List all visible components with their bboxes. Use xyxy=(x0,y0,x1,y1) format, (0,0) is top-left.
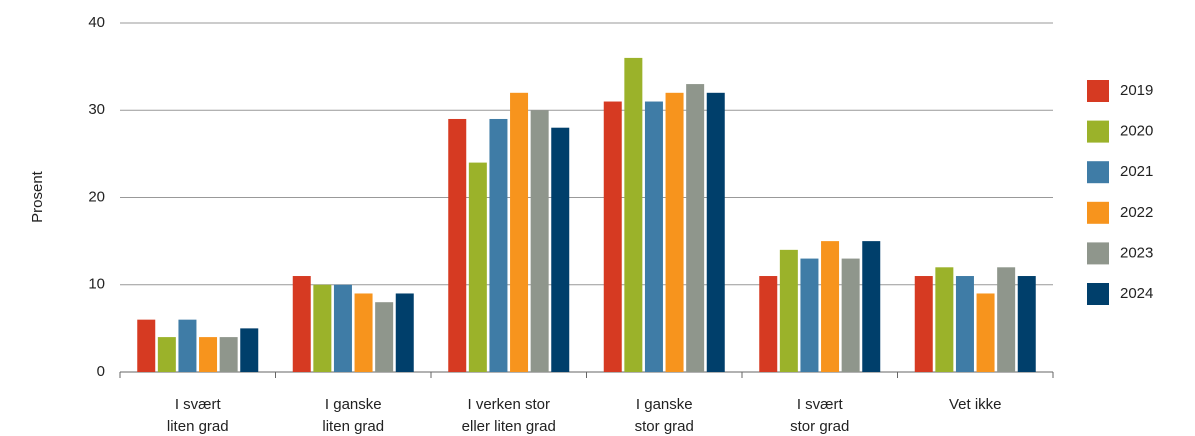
bar xyxy=(199,337,218,372)
y-axis-label: Prosent xyxy=(29,170,46,223)
bar xyxy=(448,118,467,372)
bar xyxy=(510,92,529,373)
legend-swatch xyxy=(1087,120,1109,143)
x-tick-label-line: I verken stor xyxy=(467,396,550,413)
x-tick-label-line: stor grad xyxy=(790,418,849,435)
x-tick-label: I svært liten grad xyxy=(167,396,229,435)
bar xyxy=(644,101,663,373)
x-tick-label-line: liten grad xyxy=(322,418,384,435)
x-tick-label: Vet ikke xyxy=(949,396,1002,413)
bar xyxy=(137,319,156,372)
bar xyxy=(178,319,197,372)
bar xyxy=(530,110,549,372)
bar xyxy=(821,241,840,372)
legend-swatch xyxy=(1087,242,1109,265)
x-tick-label-line: I svært xyxy=(797,396,844,413)
y-tick-label: 30 xyxy=(88,101,105,118)
bar xyxy=(935,267,954,372)
x-tick-label-line: stor grad xyxy=(635,418,694,435)
bar xyxy=(1017,276,1036,372)
bar xyxy=(665,92,684,373)
x-tick-label: I svært stor grad xyxy=(790,396,849,435)
legend-swatch xyxy=(1087,80,1109,102)
bar xyxy=(686,84,705,372)
bar xyxy=(955,276,974,372)
bar xyxy=(862,241,881,372)
bar xyxy=(375,302,394,372)
bar xyxy=(976,293,995,372)
y-tick-label: 0 xyxy=(97,363,105,380)
bar xyxy=(914,276,933,372)
bar xyxy=(800,258,819,372)
bar xyxy=(997,267,1016,372)
bar xyxy=(706,92,725,373)
bar xyxy=(292,276,311,372)
bar xyxy=(489,118,508,372)
x-tick-label: I verken stor eller liten grad xyxy=(462,396,556,435)
bar xyxy=(157,337,176,372)
bar xyxy=(219,337,238,372)
x-tick-label-line: liten grad xyxy=(167,418,229,435)
legend-swatch xyxy=(1087,161,1109,184)
legend-label: 2024 xyxy=(1120,285,1153,302)
legend-label: 2019 xyxy=(1120,82,1153,99)
bar xyxy=(468,162,487,372)
legend-label: 2022 xyxy=(1120,204,1153,221)
y-tick-label: 40 xyxy=(88,14,105,31)
x-tick-label-line: I ganske xyxy=(636,396,693,413)
bar xyxy=(841,258,860,372)
bar xyxy=(313,284,332,372)
bar xyxy=(551,127,570,372)
x-tick-label: I ganske liten grad xyxy=(322,396,384,435)
legend-label: 2023 xyxy=(1120,244,1153,261)
bar xyxy=(333,284,352,372)
legend-label: 2021 xyxy=(1120,163,1153,180)
x-tick-label: I ganske stor grad xyxy=(635,396,694,435)
x-tick-label-line: Vet ikke xyxy=(949,396,1002,413)
y-tick-label: 10 xyxy=(88,276,105,293)
bar xyxy=(779,249,798,372)
bar xyxy=(240,328,259,372)
x-tick-label-line: I ganske xyxy=(325,396,382,413)
legend-swatch xyxy=(1087,201,1109,224)
bar xyxy=(395,293,414,372)
x-tick-label-line: eller liten grad xyxy=(462,418,556,435)
y-tick-label: 20 xyxy=(88,188,105,205)
x-tick-label-line: I svært xyxy=(175,396,222,413)
bar xyxy=(603,101,622,373)
legend-swatch xyxy=(1087,283,1109,305)
bar xyxy=(354,293,373,372)
bar xyxy=(759,276,778,372)
bar xyxy=(624,57,643,373)
legend-label: 2020 xyxy=(1120,123,1153,140)
